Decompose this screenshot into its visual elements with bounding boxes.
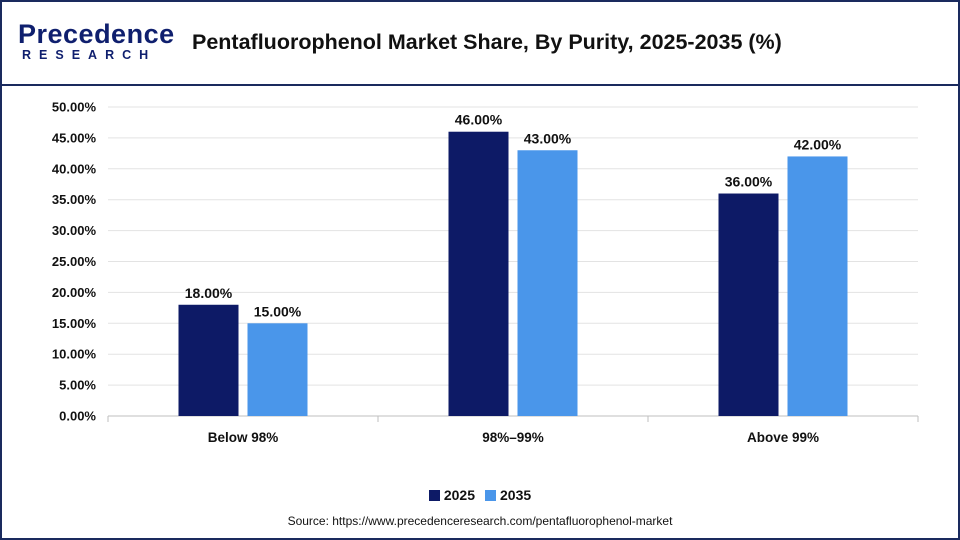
y-tick-label: 30.00% <box>52 223 97 238</box>
legend: 2025 2035 <box>0 487 960 503</box>
logo-sub-text: RESEARCH <box>22 48 157 62</box>
y-tick-label: 25.00% <box>52 254 97 269</box>
x-category-label: Above 99% <box>747 430 819 445</box>
legend-swatch-2025 <box>428 489 440 501</box>
data-label: 18.00% <box>185 285 233 301</box>
logo-main-text: Precedence <box>18 19 175 49</box>
legend-item-2025: 2025 <box>428 487 475 503</box>
chart-title: Pentafluorophenol Market Share, By Purit… <box>192 30 782 54</box>
data-label: 42.00% <box>794 136 842 152</box>
data-label: 15.00% <box>254 303 302 319</box>
header: Precedence RESEARCH Pentafluorophenol Ma… <box>2 2 958 84</box>
legend-label-2035: 2035 <box>500 487 532 503</box>
y-tick-label: 35.00% <box>52 192 97 207</box>
y-tick-label: 5.00% <box>59 378 96 393</box>
y-tick-label: 10.00% <box>52 347 97 362</box>
bar-2025 <box>718 193 779 416</box>
header-divider <box>2 84 958 86</box>
precedence-research-logo: Precedence RESEARCH <box>18 18 174 68</box>
y-tick-label: 0.00% <box>59 409 96 424</box>
y-tick-label: 20.00% <box>52 285 97 300</box>
data-label: 43.00% <box>524 130 572 146</box>
legend-label-2025: 2025 <box>443 487 475 503</box>
source-note: Source: https://www.precedenceresearch.c… <box>287 514 673 528</box>
data-label: 46.00% <box>455 112 503 128</box>
x-category-label: Below 98% <box>208 430 279 445</box>
y-tick-label: 40.00% <box>52 161 97 176</box>
bar-2025 <box>178 304 239 416</box>
y-tick-label: 15.00% <box>52 316 97 331</box>
bar-2035 <box>247 323 308 416</box>
bar-2035 <box>517 150 578 416</box>
bar-2035 <box>787 156 848 416</box>
data-label: 36.00% <box>725 174 773 190</box>
bar-2025 <box>448 131 509 416</box>
y-tick-label: 45.00% <box>52 130 97 145</box>
x-category-label: 98%–99% <box>482 430 544 445</box>
legend-item-2035: 2035 <box>485 487 531 503</box>
y-tick-label: 50.00% <box>52 100 97 115</box>
legend-swatch-2035 <box>485 489 496 501</box>
